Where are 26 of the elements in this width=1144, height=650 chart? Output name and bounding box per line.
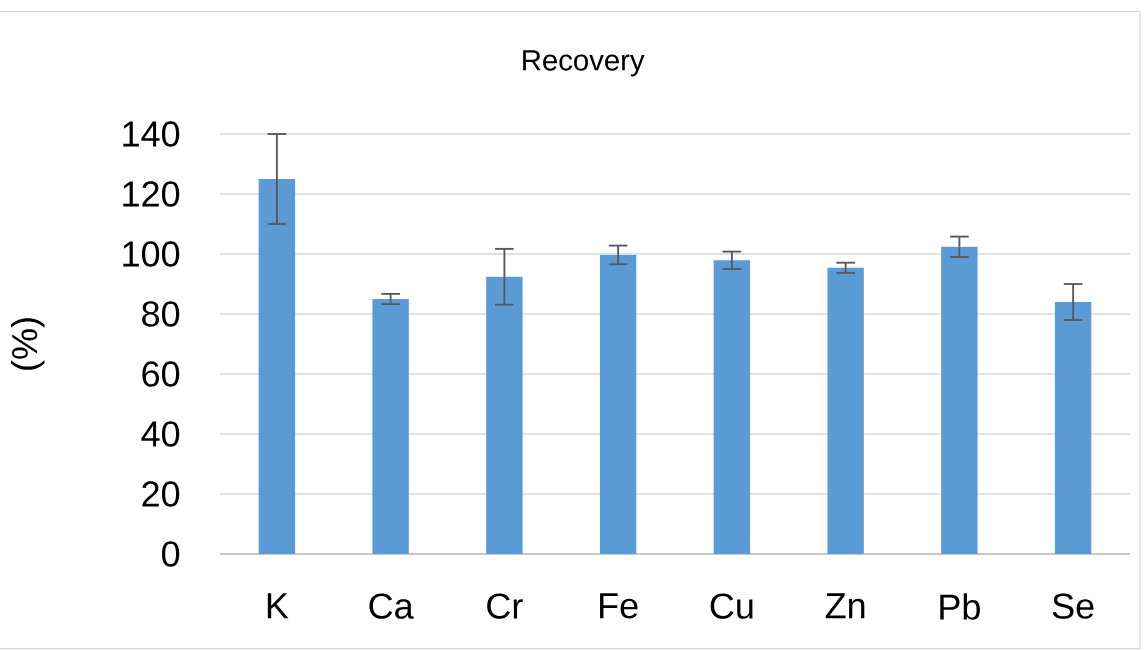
y-tick-label: 80 — [142, 301, 180, 327]
y-tick-label: 40 — [141, 421, 180, 447]
bar — [258, 179, 296, 554]
bar — [1054, 302, 1092, 554]
bar — [941, 246, 978, 554]
y-tick-label: 0 — [162, 541, 180, 567]
x-tick-label: Ca — [369, 593, 414, 619]
y-tick-label: 100 — [123, 241, 180, 267]
x-tick-label: Cu — [710, 593, 753, 619]
x-tick-label: Cr — [487, 593, 523, 619]
bar — [486, 276, 523, 554]
y-tick-label: 20 — [142, 481, 180, 507]
y-axis-title: (%) — [10, 318, 45, 370]
chart-title: Recovery — [523, 50, 645, 77]
y-tick-label: 120 — [123, 181, 180, 207]
x-tick-label: Pb — [940, 593, 980, 620]
bar — [827, 267, 864, 554]
x-tick-label: Zn — [825, 593, 865, 619]
x-tick-label: K — [267, 593, 289, 619]
y-tick-label: 60 — [142, 361, 180, 387]
y-tick-label: 140 — [123, 121, 180, 147]
bar — [372, 299, 409, 554]
bar — [599, 254, 637, 554]
x-tick-label: Se — [1052, 593, 1094, 619]
x-tick-label: Fe — [600, 593, 638, 619]
bar — [713, 260, 751, 554]
